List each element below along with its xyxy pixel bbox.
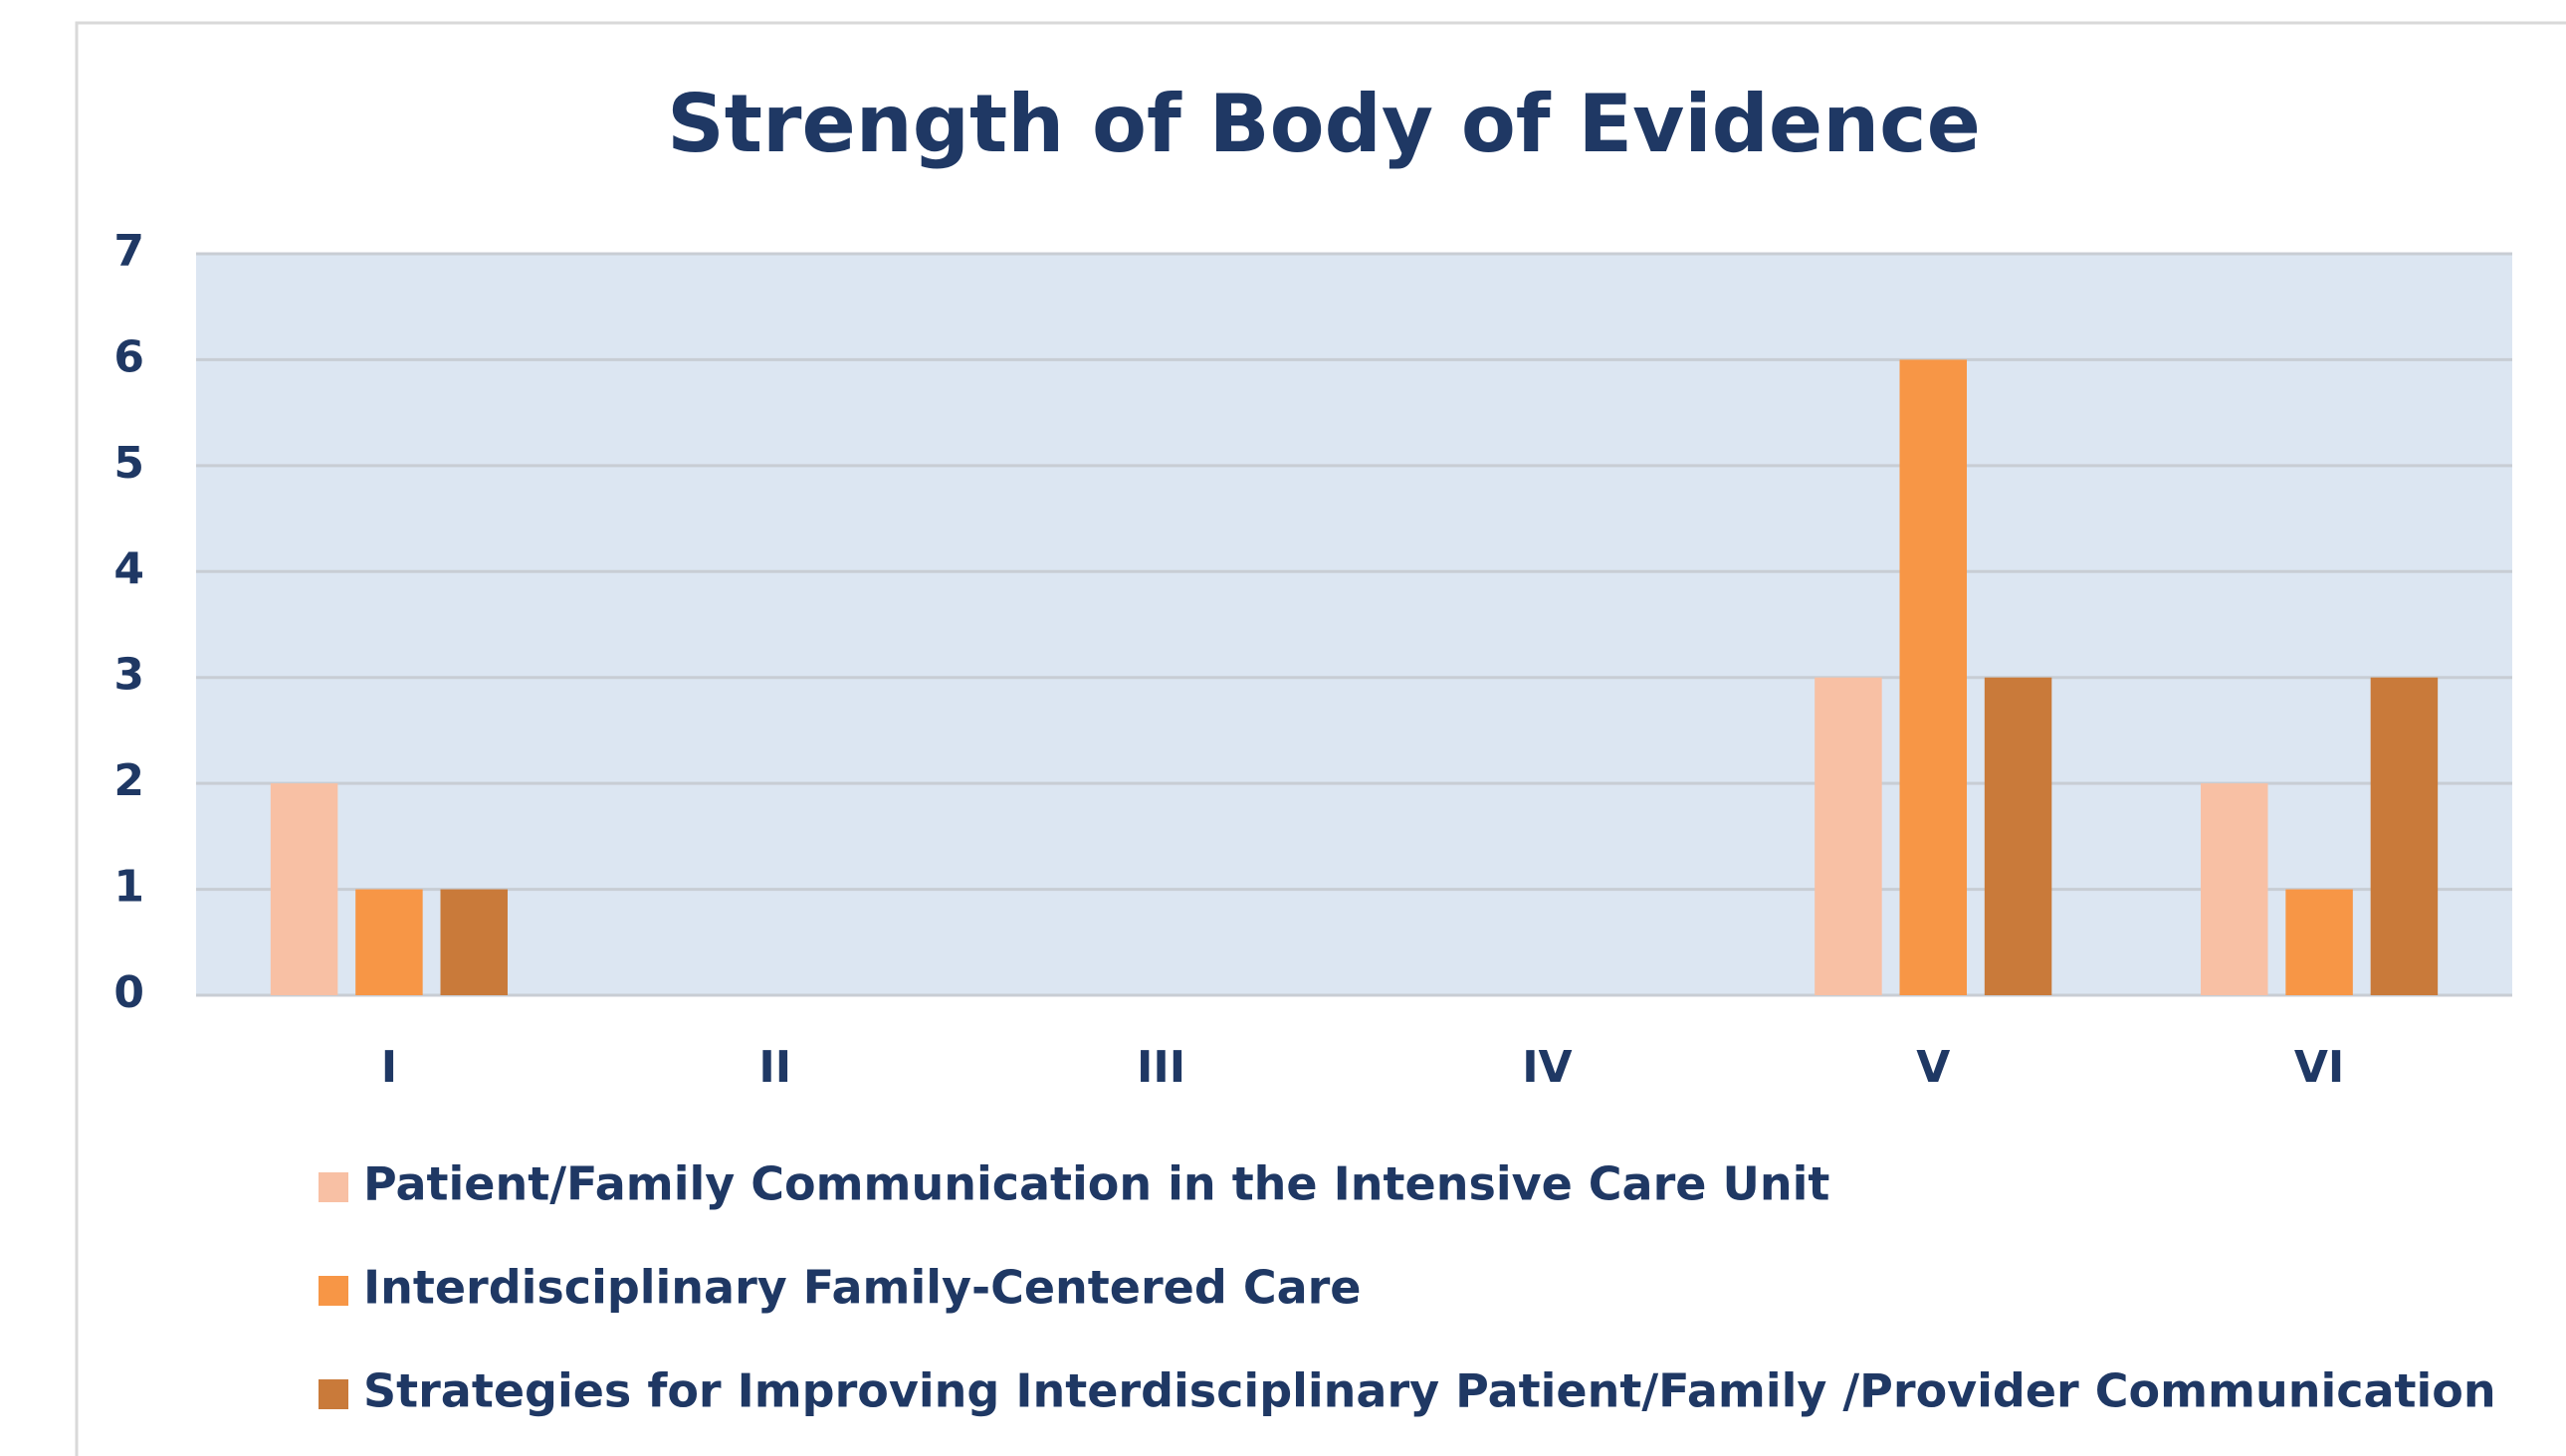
y-tick-label: 2 bbox=[113, 755, 144, 806]
bar bbox=[1815, 677, 1882, 995]
legend-swatch bbox=[319, 1172, 348, 1202]
legend-label: Patient/Family Communication in the Inte… bbox=[363, 1157, 1829, 1211]
y-tick-label: 7 bbox=[113, 226, 144, 277]
y-tick-label: 4 bbox=[113, 543, 144, 594]
y-tick-label: 6 bbox=[113, 331, 144, 382]
legend-label: Strategies for Improving Interdisciplina… bbox=[363, 1364, 2496, 1418]
x-tick-label: VI bbox=[2294, 1042, 2344, 1093]
bar bbox=[2370, 677, 2439, 995]
x-tick-label: II bbox=[758, 1042, 791, 1093]
bar bbox=[355, 889, 423, 995]
bar bbox=[270, 783, 338, 995]
x-tick-label: III bbox=[1137, 1042, 1185, 1093]
bar bbox=[440, 889, 508, 995]
x-tick-label: IV bbox=[1522, 1042, 1572, 1093]
bar bbox=[1984, 677, 2052, 995]
bar bbox=[2285, 889, 2353, 995]
plot-area bbox=[196, 254, 2512, 995]
y-tick-label: 0 bbox=[113, 967, 144, 1018]
legend-swatch bbox=[319, 1379, 348, 1409]
y-tick-label: 5 bbox=[113, 438, 144, 489]
chart-title: Strength of Body of Evidence bbox=[667, 78, 1981, 170]
bar bbox=[1899, 359, 1967, 995]
bar bbox=[2201, 783, 2268, 995]
y-tick-label: 1 bbox=[113, 862, 144, 913]
y-tick-label: 3 bbox=[113, 650, 144, 701]
x-tick-label: I bbox=[381, 1042, 397, 1093]
chart-border bbox=[75, 21, 2566, 1456]
legend-label: Interdisciplinary Family-Centered Care bbox=[363, 1261, 1362, 1315]
legend-swatch bbox=[319, 1276, 348, 1306]
x-tick-label: V bbox=[1916, 1042, 1950, 1093]
